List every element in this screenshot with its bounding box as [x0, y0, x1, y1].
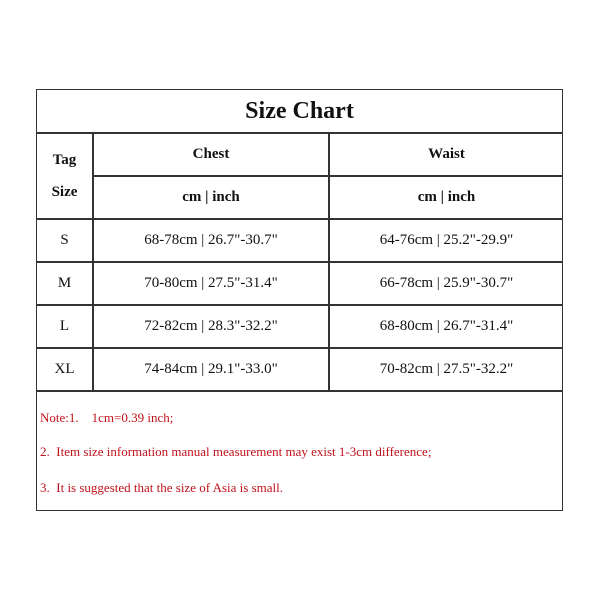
header-chest: Chest: [192, 146, 230, 162]
chest-cell: 72-82cm | 28.3"-32.2": [144, 318, 278, 334]
note-3: 3. It is suggested that the size of Asia…: [40, 480, 283, 495]
waist-cell: 68-80cm | 26.7"-31.4": [379, 318, 514, 334]
size-cell: M: [57, 275, 72, 291]
size-chart-table: [36, 89, 563, 511]
waist-cell: 70-82cm | 27.5"-32.2": [379, 361, 514, 377]
divider: [36, 304, 563, 306]
chest-cell: 74-84cm | 29.1"-33.0": [144, 361, 278, 377]
page-title: Size Chart: [245, 97, 354, 124]
divider: [36, 390, 563, 392]
divider: [36, 261, 563, 263]
divider: [92, 132, 94, 391]
size-cell: L: [59, 318, 70, 334]
header-size: Size: [51, 183, 78, 200]
chest-unit: cm | inch: [182, 189, 240, 205]
divider: [36, 218, 563, 220]
divider: [36, 347, 563, 349]
chest-cell: 70-80cm | 27.5"-31.4": [144, 275, 278, 291]
divider: [36, 132, 563, 134]
size-cell: S: [60, 232, 69, 248]
waist-cell: 64-76cm | 25.2"-29.9": [379, 232, 514, 248]
chest-cell: 68-78cm | 26.7"-30.7": [144, 232, 278, 248]
waist-cell: 66-78cm | 25.9"-30.7": [379, 275, 514, 291]
note-1: Note:1. 1cm=0.39 inch;: [40, 410, 174, 425]
size-cell: XL: [54, 361, 75, 377]
header-waist: Waist: [428, 146, 465, 162]
header-tag: Tag: [52, 151, 77, 168]
note-2: 2. Item size information manual measurem…: [40, 444, 432, 459]
waist-unit: cm | inch: [417, 189, 476, 205]
divider: [328, 132, 330, 391]
